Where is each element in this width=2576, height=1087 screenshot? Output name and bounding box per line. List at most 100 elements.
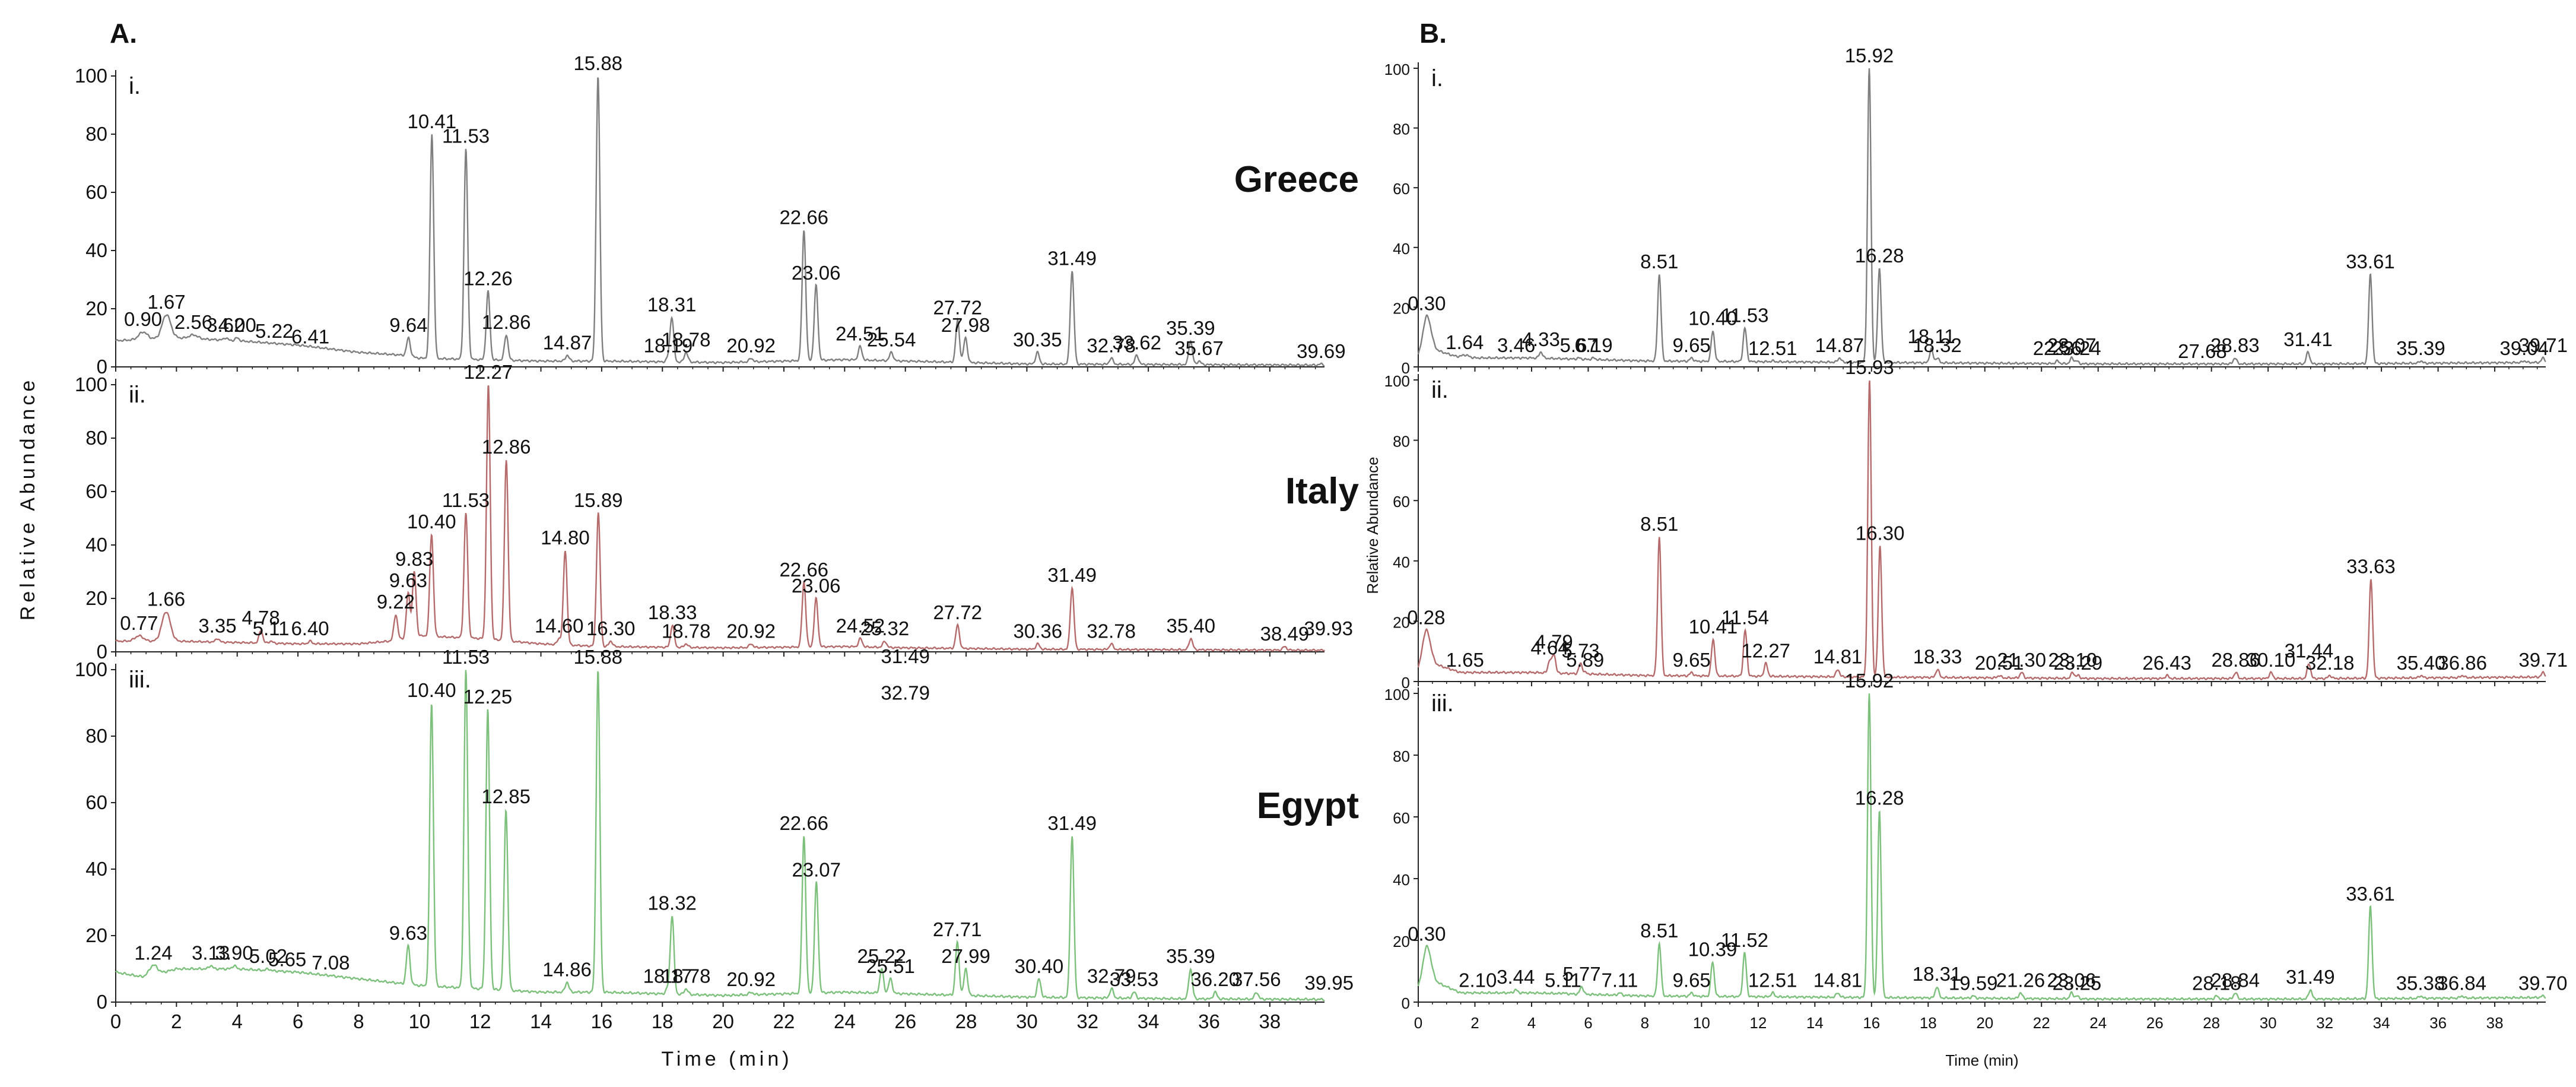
peak-label: 6.19 <box>1574 334 1612 356</box>
peak-label: 15.92 <box>1845 45 1894 66</box>
y-tick-label: 40 <box>85 858 107 880</box>
peak-label: 15.89 <box>574 489 623 511</box>
peak-label: 4.78 <box>242 607 280 629</box>
peak-label: 25.22 <box>857 945 906 967</box>
peak-label: 10.40 <box>1688 308 1738 329</box>
y-tick-label: 100 <box>1384 686 1410 703</box>
peak-label: 12.86 <box>482 311 531 333</box>
peak-label: 12.25 <box>463 686 513 708</box>
x-tick-label: 26 <box>2146 1014 2164 1032</box>
y-tick-label: 0 <box>97 356 107 378</box>
series-trace <box>115 385 1325 652</box>
y-tick-label: 40 <box>85 239 107 261</box>
peak-label: 39.70 <box>2518 972 2568 994</box>
peak-label: 4.79 <box>1535 630 1573 652</box>
y-tick-label: 20 <box>85 587 107 609</box>
y-tick-label: 100 <box>75 373 107 395</box>
peak-label: 15.93 <box>1845 356 1894 378</box>
peak-label: 1.64 <box>1446 331 1484 353</box>
x-tick-label: 6 <box>293 1010 303 1032</box>
country-label: Italy <box>1285 471 1360 512</box>
y-tick-label: 20 <box>85 297 107 319</box>
peak-label: 27.71 <box>933 918 982 940</box>
peak-label: 23.25 <box>2053 972 2102 994</box>
peak-label: 11.53 <box>442 125 490 147</box>
peak-label: 14.87 <box>1815 334 1864 356</box>
peak-label: 12.27 <box>1741 640 1790 662</box>
y-tick-label: 100 <box>1384 61 1410 78</box>
y-tick-label: 20 <box>85 924 107 946</box>
x-tick-label: 2 <box>1470 1014 1479 1032</box>
y-tick-label: 40 <box>1393 553 1410 571</box>
peak-label: 3.46 <box>1497 334 1535 356</box>
peak-label: 30.36 <box>1014 620 1063 642</box>
x-tick-label: 16 <box>591 1010 613 1032</box>
peak-label: 14.87 <box>543 331 592 353</box>
y-tick-label: 0 <box>1402 359 1410 377</box>
peak-label: 23.07 <box>2047 334 2097 356</box>
peak-label: 14.81 <box>1813 646 1863 668</box>
peak-label: 22.56 <box>2033 337 2082 359</box>
y-tick-label: 0 <box>97 641 107 663</box>
subplot-label: i. <box>1431 65 1443 91</box>
peak-label: 23.06 <box>792 262 841 284</box>
peak-label: 24.52 <box>836 615 885 637</box>
peak-label: 23.10 <box>2048 649 2097 671</box>
x-tick-label: 18 <box>652 1010 674 1032</box>
peak-label: 31.49 <box>1047 247 1097 269</box>
peak-label: 31.49 <box>881 645 930 667</box>
x-tick-label: 32 <box>2316 1014 2333 1032</box>
peak-label: 16.30 <box>1856 522 1905 544</box>
x-tick-label: 14 <box>530 1010 552 1032</box>
peak-label: 28.83 <box>2210 334 2260 356</box>
peak-label: 16.30 <box>586 617 636 639</box>
peak-label: 11.53 <box>442 646 490 668</box>
peak-label: 11.52 <box>1721 929 1768 951</box>
peak-label: 35.40 <box>2397 652 2446 674</box>
peak-label: 5.11 <box>253 617 290 639</box>
peak-label: 12.85 <box>481 785 531 807</box>
peak-label: 11.53 <box>1721 305 1768 327</box>
peak-label: 24.51 <box>836 323 885 345</box>
x-tick-label: 20 <box>1976 1014 1993 1032</box>
y-tick-label: 40 <box>85 534 107 556</box>
peak-label: 15.88 <box>573 646 622 668</box>
peak-label: 3.44 <box>1497 966 1535 988</box>
peak-label: 9.63 <box>389 569 427 591</box>
x-tick-label: 26 <box>894 1010 916 1032</box>
peak-label: 10.39 <box>1688 938 1738 960</box>
peak-label: 5.89 <box>1566 649 1604 671</box>
peak-label: 35.39 <box>1166 317 1215 339</box>
panel-letter: B. <box>1419 18 1447 49</box>
x-tick-label: 4 <box>232 1010 243 1032</box>
y-tick-label: 40 <box>1393 871 1410 889</box>
y-tick-label: 60 <box>85 181 107 203</box>
peak-label: 30.35 <box>1013 329 1062 351</box>
peak-label: 22.66 <box>779 812 828 834</box>
peak-label: 35.39 <box>1166 945 1215 967</box>
peak-label: 12.26 <box>463 268 513 290</box>
x-tick-label: 30 <box>1016 1010 1038 1032</box>
peak-label: 5.65 <box>268 949 306 971</box>
subplot-label: ii. <box>1431 377 1449 403</box>
y-tick-label: 0 <box>1402 994 1410 1012</box>
peak-label: 31.49 <box>1047 812 1097 834</box>
peak-label: 5.67 <box>1560 334 1598 356</box>
peak-label: 22.66 <box>779 559 828 581</box>
peak-label: 20.92 <box>726 620 776 642</box>
peak-label: 31.41 <box>2283 328 2333 350</box>
peak-label: 11.53 <box>442 489 490 511</box>
y-tick-label: 60 <box>1393 809 1410 827</box>
peak-label: 26.43 <box>2142 652 2191 674</box>
subplot-i: 0 20 40 60 80 100 i. 0.301.64 3.464.33 5.676.19 8.… <box>1384 45 2568 377</box>
peak-label: 18.17 <box>643 965 693 987</box>
peak-label: 18.78 <box>662 620 711 642</box>
peak-label: 35.67 <box>1174 337 1224 359</box>
x-tick-label: 22 <box>2033 1014 2050 1032</box>
peak-label: 19.59 <box>1949 972 1998 994</box>
panel-letter: A. <box>110 18 137 49</box>
peak-label: 39.71 <box>2518 334 2568 356</box>
peak-label: 10.40 <box>407 511 456 533</box>
peak-label: 39.04 <box>2499 337 2549 359</box>
